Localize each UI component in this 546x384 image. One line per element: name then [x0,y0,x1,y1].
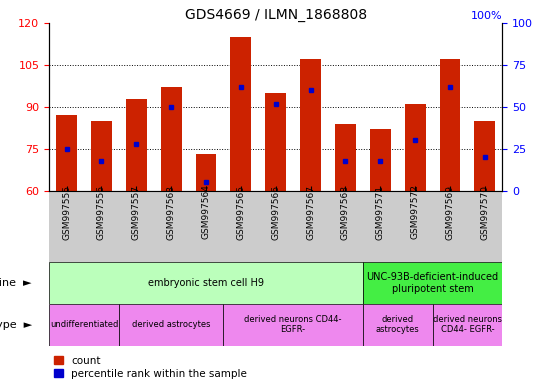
Bar [49,304,119,346]
Bar [265,93,286,191]
Bar [119,304,223,346]
Bar [405,104,426,191]
Bar [126,99,147,191]
Bar [223,304,363,346]
Text: derived
astrocytes: derived astrocytes [376,315,420,334]
Text: UNC-93B-deficient-induced
pluripotent stem: UNC-93B-deficient-induced pluripotent st… [366,272,498,293]
Text: derived astrocytes: derived astrocytes [132,320,210,329]
Text: 100%: 100% [471,12,502,22]
Bar [363,262,502,304]
Text: embryonic stem cell H9: embryonic stem cell H9 [148,278,264,288]
Bar [230,37,251,191]
Bar [474,121,495,191]
Text: cell type  ►: cell type ► [0,319,32,329]
Text: derived neurons
CD44- EGFR-: derived neurons CD44- EGFR- [433,315,502,334]
Text: undifferentiated: undifferentiated [50,320,118,329]
Bar [363,304,432,346]
Legend: count, percentile rank within the sample: count, percentile rank within the sample [55,356,247,379]
Text: derived neurons CD44-
EGFR-: derived neurons CD44- EGFR- [245,315,342,334]
Bar [56,115,77,191]
Bar [300,60,321,191]
Bar [370,129,391,191]
Bar [440,60,460,191]
Bar [432,304,502,346]
Bar [195,154,216,191]
Title: GDS4669 / ILMN_1868808: GDS4669 / ILMN_1868808 [185,8,367,22]
Text: cell line  ►: cell line ► [0,278,32,288]
Bar [161,87,182,191]
Bar [335,124,356,191]
Bar [91,121,112,191]
Bar [49,262,363,304]
